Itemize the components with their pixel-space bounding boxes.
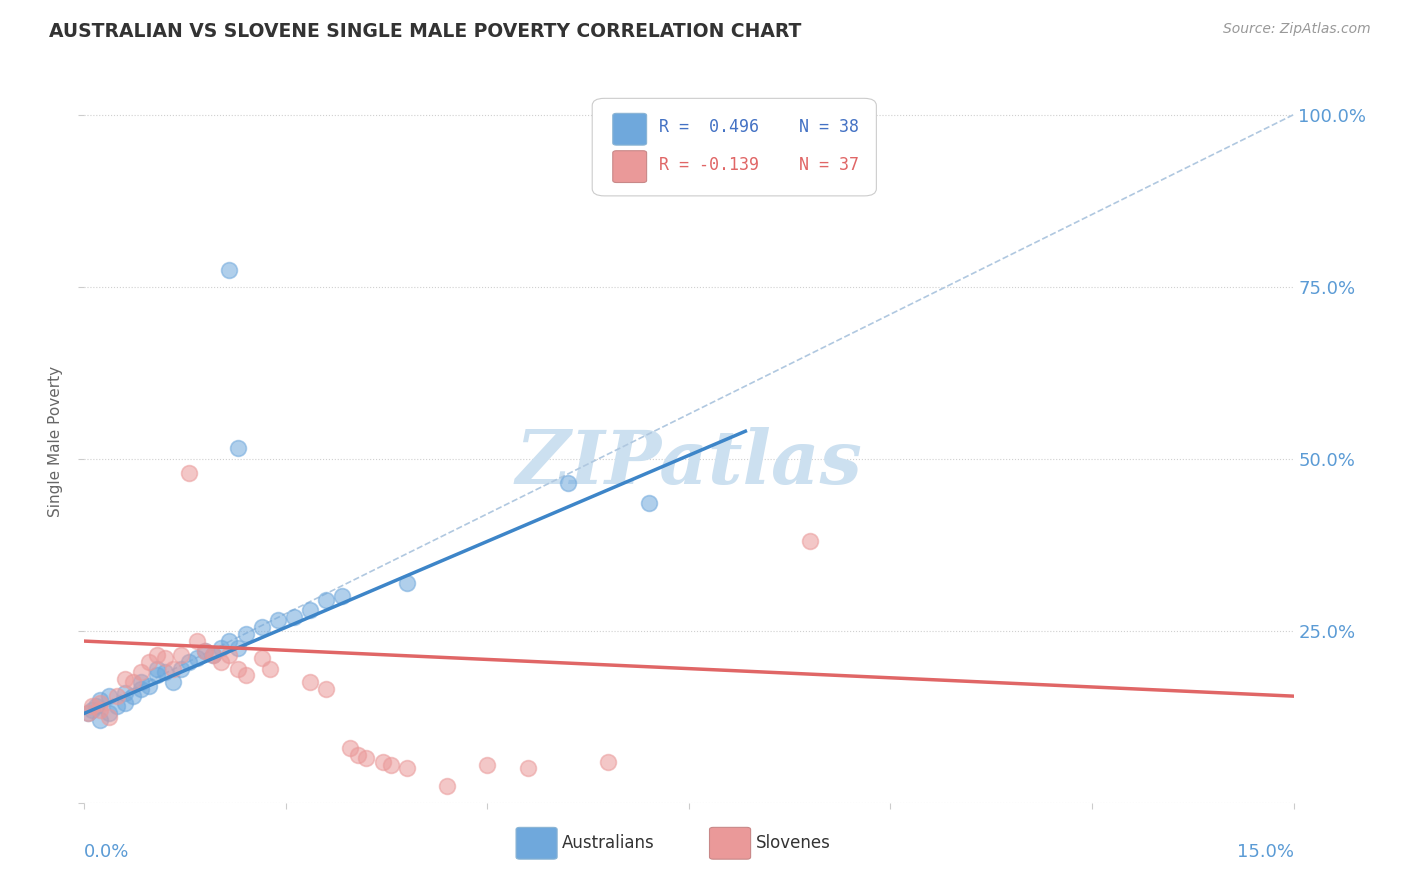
Text: R =  0.496    N = 38: R = 0.496 N = 38 (659, 118, 859, 136)
Point (235, 627, 257, 641)
Text: 15.0%: 15.0% (1236, 843, 1294, 861)
Point (315, 682, 337, 697)
Point (380, 758, 402, 772)
Point (121, 675, 143, 690)
FancyBboxPatch shape (613, 113, 647, 145)
Point (97, 706, 120, 721)
Point (162, 662, 184, 676)
Point (89, 692, 111, 706)
Point (194, 644, 217, 658)
Point (162, 675, 184, 690)
Point (235, 668, 257, 682)
Point (138, 679, 160, 693)
Text: AUSTRALIAN VS SLOVENE SINGLE MALE POVERTY CORRELATION CHART: AUSTRALIAN VS SLOVENE SINGLE MALE POVERT… (49, 22, 801, 41)
Point (186, 634, 208, 648)
Point (129, 675, 152, 690)
Point (153, 651, 176, 665)
Point (121, 689, 143, 703)
Point (202, 648, 225, 662)
Point (89, 696, 111, 710)
Point (226, 442, 249, 456)
Point (283, 610, 305, 624)
Point (153, 665, 176, 679)
Text: Slovenes: Slovenes (755, 834, 831, 852)
Y-axis label: Single Male Poverty: Single Male Poverty (48, 366, 63, 517)
Point (799, 534, 821, 549)
Text: 0.0%: 0.0% (84, 843, 129, 861)
Text: R = -0.139    N = 37: R = -0.139 N = 37 (659, 156, 859, 175)
Point (218, 634, 240, 648)
FancyBboxPatch shape (516, 828, 557, 859)
Point (226, 662, 249, 676)
Text: ZIPatlas: ZIPatlas (516, 427, 862, 500)
Point (86, 699, 108, 714)
Point (356, 751, 378, 765)
Point (138, 655, 160, 669)
Point (105, 699, 128, 714)
Point (146, 648, 169, 662)
Point (347, 747, 370, 762)
FancyBboxPatch shape (613, 151, 647, 183)
Text: Source: ZipAtlas.com: Source: ZipAtlas.com (1223, 22, 1371, 37)
Point (395, 761, 418, 775)
Point (209, 640, 232, 655)
Point (82, 699, 104, 714)
Point (114, 696, 136, 710)
Point (146, 662, 169, 676)
Point (129, 682, 152, 697)
Point (82, 703, 104, 717)
Point (557, 475, 579, 490)
Point (209, 655, 232, 669)
Point (637, 496, 659, 510)
Point (170, 662, 193, 676)
Point (97, 710, 120, 724)
Point (477, 758, 499, 772)
Point (250, 651, 273, 665)
Point (339, 740, 361, 755)
Point (218, 648, 240, 662)
Point (267, 614, 290, 628)
Point (77, 706, 100, 721)
Point (330, 590, 353, 604)
Point (598, 755, 620, 769)
Point (89, 713, 111, 727)
FancyBboxPatch shape (710, 828, 751, 859)
Point (114, 686, 136, 700)
Point (179, 466, 201, 480)
Point (315, 592, 337, 607)
Point (371, 755, 394, 769)
Point (299, 603, 322, 617)
Point (77, 706, 100, 721)
Point (250, 620, 273, 634)
Text: Australians: Australians (562, 834, 655, 852)
FancyBboxPatch shape (592, 98, 876, 196)
Point (186, 651, 208, 665)
Point (179, 655, 201, 669)
Point (170, 648, 193, 662)
Point (194, 644, 217, 658)
Point (202, 648, 225, 662)
Point (114, 672, 136, 686)
Point (129, 665, 152, 679)
Point (395, 575, 418, 590)
Point (105, 689, 128, 703)
Point (226, 640, 249, 655)
Point (97, 689, 120, 703)
Point (436, 779, 458, 793)
Point (259, 662, 281, 676)
Point (89, 703, 111, 717)
Point (516, 761, 538, 775)
Point (146, 668, 169, 682)
Point (299, 675, 322, 690)
Point (218, 262, 240, 277)
